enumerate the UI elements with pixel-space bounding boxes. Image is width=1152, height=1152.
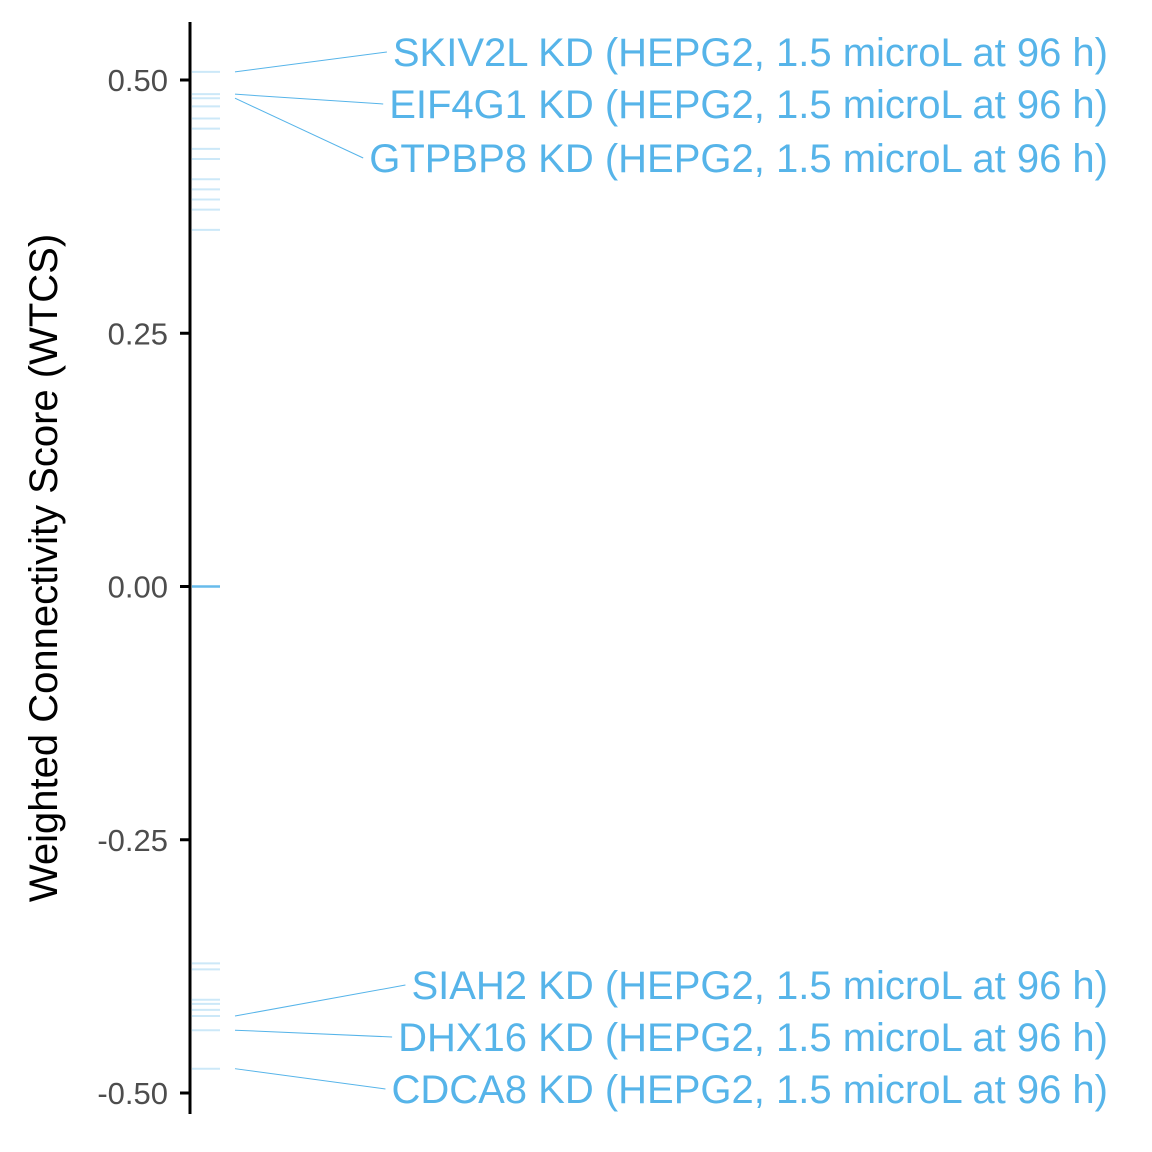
- y-tick-label: 0.50: [108, 63, 168, 98]
- point-label: SIAH2 KD (HEPG2, 1.5 microL at 96 h): [411, 964, 1108, 1008]
- point-label: CDCA8 KD (HEPG2, 1.5 microL at 96 h): [391, 1068, 1108, 1112]
- point-label: DHX16 KD (HEPG2, 1.5 microL at 96 h): [398, 1016, 1108, 1060]
- label-leader-line: [234, 51, 387, 73]
- label-leader-line: [234, 1029, 393, 1038]
- point-label: GTPBP8 KD (HEPG2, 1.5 microL at 96 h): [369, 137, 1108, 181]
- label-leader-line: [234, 93, 384, 105]
- points-layer: [192, 70, 220, 1070]
- y-axis-ticks: 0.50 0.25 0.00 -0.25 -0.50: [97, 63, 190, 1111]
- point-label: SKIV2L KD (HEPG2, 1.5 microL at 96 h): [393, 31, 1108, 75]
- label-leader-line: [234, 984, 406, 1017]
- y-axis-title: Weighted Connectivity Score (WTCS): [22, 234, 66, 902]
- y-tick-label: -0.25: [97, 823, 168, 858]
- label-leader-line: [234, 1068, 386, 1090]
- point-label: EIF4G1 KD (HEPG2, 1.5 microL at 96 h): [389, 83, 1108, 127]
- y-tick-label: -0.50: [97, 1076, 168, 1111]
- point-labels-layer: SKIV2L KD (HEPG2, 1.5 microL at 96 h) EIF…: [369, 31, 1108, 1112]
- label-leader-line: [234, 97, 364, 159]
- y-tick-label: 0.25: [108, 316, 168, 351]
- leader-lines-layer: [234, 51, 406, 1090]
- y-tick-label: 0.00: [108, 570, 168, 605]
